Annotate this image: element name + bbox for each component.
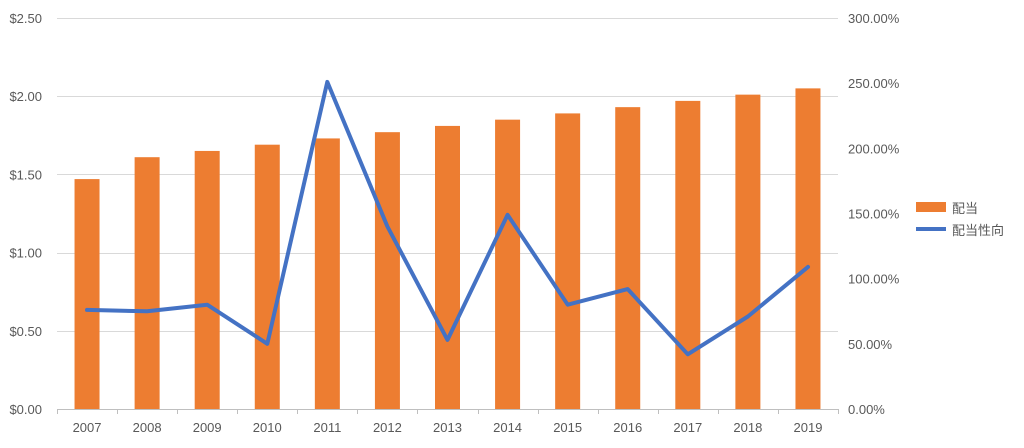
x-tick-label: 2008 xyxy=(133,420,162,435)
bar xyxy=(435,126,460,409)
left-tick-label: $0.00 xyxy=(9,402,42,417)
legend-swatch-bar xyxy=(916,202,946,212)
left-tick-label: $1.50 xyxy=(9,167,42,182)
legend-label-bar: 配当 xyxy=(952,198,978,217)
right-tick-label: 250.00% xyxy=(848,76,900,91)
bar xyxy=(615,107,640,409)
bar xyxy=(495,120,520,409)
x-tick-label: 2018 xyxy=(733,420,762,435)
legend-item-line: 配当性向 xyxy=(916,218,1020,240)
x-tick-label: 2007 xyxy=(73,420,102,435)
x-tick-label: 2019 xyxy=(794,420,823,435)
bar xyxy=(735,95,760,409)
left-tick-label: $2.50 xyxy=(9,11,42,26)
right-tick-label: 150.00% xyxy=(848,207,900,222)
bar xyxy=(135,157,160,409)
x-tick-label: 2009 xyxy=(193,420,222,435)
legend-item-bar: 配当 xyxy=(916,196,1020,218)
bar xyxy=(795,88,820,409)
left-tick-label: $1.00 xyxy=(9,246,42,261)
left-tick-label: $0.50 xyxy=(9,324,42,339)
bar xyxy=(555,113,580,409)
bar xyxy=(375,132,400,409)
right-tick-label: 0.00% xyxy=(848,402,885,417)
x-tick-label: 2012 xyxy=(373,420,402,435)
bar xyxy=(675,101,700,409)
right-tick-label: 300.00% xyxy=(848,11,900,26)
right-tick-label: 100.00% xyxy=(848,272,900,287)
x-tick-label: 2017 xyxy=(673,420,702,435)
bar xyxy=(315,138,340,409)
x-tick-label: 2014 xyxy=(493,420,522,435)
legend-swatch-line xyxy=(916,227,946,231)
right-tick-label: 200.00% xyxy=(848,141,900,156)
x-tick-label: 2010 xyxy=(253,420,282,435)
right-tick-label: 50.00% xyxy=(848,337,893,352)
x-tick-label: 2015 xyxy=(553,420,582,435)
x-tick-label: 2013 xyxy=(433,420,462,435)
left-tick-label: $2.00 xyxy=(9,89,42,104)
x-tick-label: 2011 xyxy=(313,420,341,435)
bars xyxy=(75,88,821,409)
legend-label-line: 配当性向 xyxy=(952,220,1004,239)
x-tick-label: 2016 xyxy=(613,420,642,435)
bar xyxy=(195,151,220,409)
bar xyxy=(255,145,280,409)
bar xyxy=(75,179,100,409)
legend: 配当 配当性向 xyxy=(916,196,1020,240)
